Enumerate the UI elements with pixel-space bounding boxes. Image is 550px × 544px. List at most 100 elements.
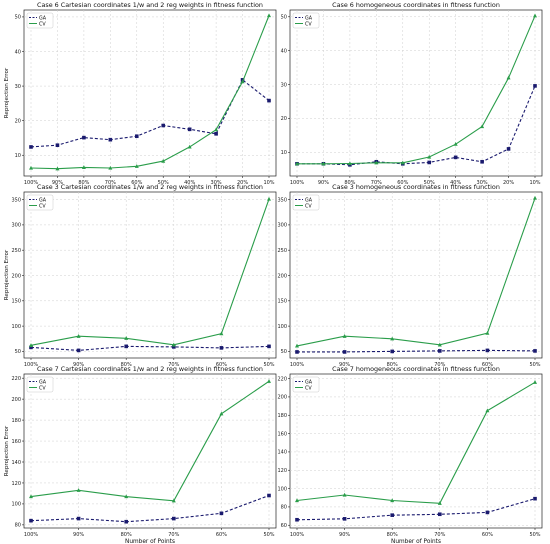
y-tick-label: 100 bbox=[11, 502, 21, 508]
data-point-cv bbox=[161, 158, 166, 163]
x-tick-label: 80% bbox=[387, 362, 398, 368]
data-point-cv bbox=[374, 160, 379, 165]
x-tick-label: 20% bbox=[503, 180, 514, 186]
y-tick-label: 20 bbox=[15, 118, 21, 124]
data-point-ga bbox=[453, 155, 458, 160]
legend-box bbox=[292, 376, 320, 393]
chart-title: Case 7 homogeneous coordinates in fitnes… bbox=[332, 365, 500, 373]
x-tick-label: 60% bbox=[216, 532, 227, 538]
data-point-ga bbox=[108, 137, 113, 142]
data-point-ga bbox=[485, 510, 490, 515]
x-tick-label: 10% bbox=[529, 180, 540, 186]
x-tick-label: 60% bbox=[131, 180, 142, 186]
x-tick-label: 100% bbox=[24, 532, 39, 538]
data-point-ga bbox=[342, 517, 347, 521]
data-point-ga bbox=[76, 516, 81, 521]
y-tick-label: 60 bbox=[281, 523, 287, 529]
legend-label: CV bbox=[305, 21, 312, 27]
series-line-ga bbox=[297, 85, 536, 166]
data-point-ga bbox=[267, 98, 271, 103]
data-point-cv bbox=[342, 492, 347, 497]
data-point-ga bbox=[214, 132, 218, 136]
data-point-ga bbox=[506, 147, 511, 151]
y-tick-label: 200 bbox=[277, 395, 287, 401]
legend-label: CV bbox=[305, 203, 312, 209]
data-point-ga bbox=[438, 349, 442, 353]
data-point-ga bbox=[29, 145, 33, 149]
data-point-ga bbox=[533, 496, 537, 501]
data-point-ga bbox=[124, 344, 128, 349]
data-point-cv bbox=[295, 161, 299, 166]
data-point-cv bbox=[390, 498, 395, 503]
legend-box bbox=[26, 12, 54, 29]
x-tick-label: 20% bbox=[237, 180, 248, 186]
y-tick-label: 220 bbox=[11, 376, 21, 382]
legend-label: CV bbox=[305, 385, 312, 391]
y-tick-label: 80 bbox=[281, 505, 287, 511]
data-point-ga bbox=[82, 135, 86, 140]
x-tick-label: 10% bbox=[263, 180, 274, 186]
legend-box bbox=[26, 194, 54, 211]
data-point-cv bbox=[533, 13, 537, 18]
data-point-ga bbox=[480, 159, 484, 164]
y-tick-label: 350 bbox=[277, 197, 287, 203]
chart-title: Case 3 homogeneous coordinates in fitnes… bbox=[332, 183, 500, 191]
data-point-ga bbox=[76, 348, 81, 353]
legend-box bbox=[26, 376, 54, 393]
data-point-ga bbox=[295, 517, 299, 522]
y-tick-label: 20 bbox=[281, 116, 287, 122]
data-point-ga bbox=[29, 345, 33, 350]
data-point-cv bbox=[485, 408, 490, 413]
data-point-cv bbox=[29, 494, 33, 499]
x-tick-label: 90% bbox=[318, 180, 329, 186]
legend-label: CV bbox=[39, 21, 46, 27]
y-tick-label: 300 bbox=[277, 223, 287, 229]
data-point-ga bbox=[29, 518, 33, 523]
x-tick-label: 70% bbox=[105, 180, 116, 186]
data-point-cv bbox=[124, 336, 129, 340]
plot-frame bbox=[23, 9, 277, 177]
y-tick-label: 120 bbox=[277, 468, 287, 474]
y-tick-label: 300 bbox=[11, 223, 21, 229]
data-point-cv bbox=[55, 166, 60, 171]
y-tick-label: 100 bbox=[277, 486, 287, 492]
data-point-cv bbox=[81, 165, 86, 169]
x-tick-label: 100% bbox=[24, 180, 39, 186]
x-tick-label: 80% bbox=[344, 180, 355, 186]
data-point-ga bbox=[427, 160, 432, 165]
x-tick-label: 90% bbox=[73, 362, 84, 368]
legend-label: CV bbox=[39, 203, 46, 209]
data-point-cv bbox=[134, 164, 139, 168]
data-point-cv bbox=[29, 343, 33, 347]
data-point-ga bbox=[219, 511, 224, 516]
data-point-ga bbox=[267, 344, 271, 349]
data-point-cv bbox=[219, 411, 224, 416]
data-point-cv bbox=[342, 334, 347, 338]
data-point-cv bbox=[485, 331, 490, 335]
x-tick-label: 80% bbox=[387, 532, 398, 538]
data-point-cv bbox=[390, 336, 395, 341]
y-axis-label: Reprojection Error bbox=[4, 67, 10, 118]
data-point-cv bbox=[267, 13, 271, 18]
y-tick-label: 40 bbox=[281, 48, 287, 54]
y-tick-label: 50 bbox=[281, 15, 287, 21]
data-point-cv bbox=[321, 161, 326, 166]
data-point-ga bbox=[390, 513, 394, 517]
data-point-ga bbox=[485, 348, 490, 353]
data-point-ga bbox=[438, 512, 442, 517]
y-tick-label: 50 bbox=[15, 15, 21, 21]
y-tick-label: 150 bbox=[277, 299, 287, 305]
data-point-cv bbox=[171, 342, 176, 347]
series-line-ga bbox=[30, 79, 270, 148]
series-line-cv bbox=[30, 380, 270, 502]
x-tick-label: 90% bbox=[73, 532, 84, 538]
data-point-ga bbox=[134, 134, 139, 139]
chart-panel-4: Case 7 Cartesian coordinates 1/w and 2 r… bbox=[4, 365, 277, 544]
x-tick-label: 90% bbox=[339, 532, 350, 538]
chart-panel-5: Case 7 homogeneous coordinates in fitnes… bbox=[277, 365, 543, 544]
x-tick-label: 90% bbox=[52, 180, 63, 186]
data-point-cv bbox=[453, 141, 458, 146]
